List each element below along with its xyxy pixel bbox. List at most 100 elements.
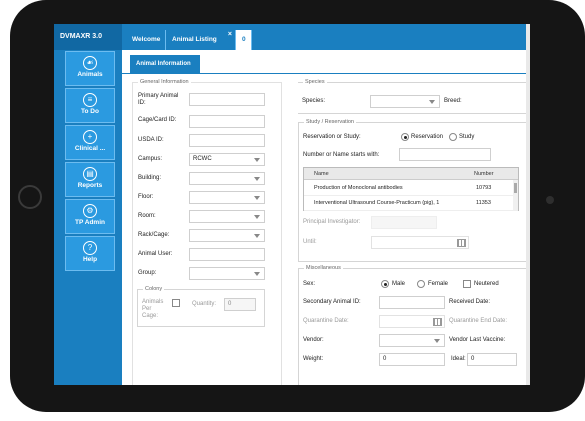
- sidebar-item-animals[interactable]: ☙ Animals: [65, 51, 115, 86]
- secondary-animal-id-input[interactable]: [379, 296, 445, 309]
- chevron-down-icon: [434, 339, 440, 343]
- report-icon: ▤: [83, 167, 97, 181]
- grid-cell-number: 10793: [476, 185, 492, 191]
- paw-icon: ☙: [83, 56, 97, 70]
- until-date-input[interactable]: [371, 236, 469, 249]
- study-radio[interactable]: [449, 133, 457, 141]
- chevron-down-icon: [254, 234, 260, 238]
- study-grid-header: Name Number: [304, 168, 518, 180]
- sidebar-item-tp-admin[interactable]: ⚙ TP Admin: [65, 199, 115, 234]
- vendor-select[interactable]: [379, 334, 445, 347]
- sidebar-item-label: Reports: [77, 182, 103, 189]
- animal-user-label: Animal User:: [138, 251, 173, 257]
- sidebar-item-label: Clinical ...: [74, 145, 106, 152]
- male-label: Male: [392, 281, 406, 287]
- chevron-down-icon: [254, 158, 260, 162]
- grid-scrollbar-thumb[interactable]: [514, 183, 517, 193]
- table-row[interactable]: Production of Monoclonal antibodies 1079…: [304, 181, 518, 196]
- animal-user-input[interactable]: [189, 248, 265, 261]
- species-fieldset: Species Species: Breed:: [298, 78, 526, 114]
- usda-id-label: USDA ID:: [138, 137, 164, 143]
- group-label: Group:: [138, 270, 157, 276]
- grid-cell-number: 11353: [476, 200, 491, 206]
- building-select[interactable]: [189, 172, 265, 185]
- rack-cage-label: Rack/Cage:: [138, 232, 170, 238]
- sidebar-item-to-do[interactable]: ≡ To Do: [65, 88, 115, 123]
- grid-scrollbar[interactable]: [513, 180, 518, 210]
- species-legend: Species: [303, 78, 327, 86]
- quantity-label: Quantity:: [192, 301, 217, 307]
- general-information-panel: General Information Primary Animal ID: C…: [132, 78, 282, 385]
- search-label: Number or Name starts with:: [303, 152, 380, 158]
- study-search-input[interactable]: [399, 148, 491, 161]
- secondary-animal-id-label: Secondary Animal ID:: [303, 299, 361, 305]
- camera-dot: [546, 196, 554, 204]
- sidebar-item-label: To Do: [81, 108, 99, 115]
- app-screen: DVMAXR 3.0 ☙ Animals ≡ To Do + Clinical …: [54, 24, 526, 385]
- colony-fieldset: Colony Animals Per Cage: Quantity: 0: [137, 285, 265, 327]
- usda-id-input[interactable]: [189, 134, 265, 147]
- rack-cage-select[interactable]: [189, 229, 265, 242]
- reservation-radio[interactable]: [401, 133, 409, 141]
- tab-animal-information[interactable]: Animal Information: [130, 55, 200, 75]
- quantity-input[interactable]: 0: [224, 298, 256, 311]
- until-label: Until:: [303, 239, 317, 245]
- tab-animal-listing[interactable]: Animal Listing ×: [166, 30, 236, 50]
- female-radio[interactable]: [417, 280, 425, 288]
- female-label: Female: [428, 281, 449, 287]
- tab-label: 0: [242, 36, 246, 43]
- weight-input[interactable]: 0: [379, 353, 445, 366]
- ideal-input[interactable]: 0: [467, 353, 517, 366]
- quarantine-date-input[interactable]: [379, 315, 445, 328]
- sidebar-item-label: Help: [82, 256, 98, 263]
- breed-label: Breed:: [444, 98, 462, 104]
- miscellaneous-fieldset: Miscellaneous Sex: Male Female Neutered …: [298, 264, 526, 385]
- campus-label: Campus:: [138, 156, 163, 162]
- floor-select[interactable]: [189, 191, 265, 204]
- sidebar-item-help[interactable]: ? Help: [65, 236, 115, 271]
- animals-per-cage-checkbox[interactable]: [172, 299, 180, 307]
- vendor-label: Vendor:: [303, 337, 324, 343]
- sidebar-item-label: TP Admin: [75, 219, 105, 226]
- sidebar-item-clinical[interactable]: + Clinical ...: [65, 125, 115, 160]
- general-information-legend: General Information: [138, 78, 191, 86]
- study-reservation-legend: Study / Reservation: [304, 118, 356, 126]
- sidebar-item-reports[interactable]: ▤ Reports: [65, 162, 115, 197]
- cage-card-id-label: Cage/Card ID:: [138, 117, 177, 123]
- neutered-checkbox[interactable]: [463, 280, 471, 288]
- chevron-down-icon: [254, 196, 260, 200]
- grid-cell-name: Interventional Ultrasound Course-Practic…: [314, 200, 440, 206]
- tab-label: Welcome: [132, 36, 161, 43]
- tab-welcome[interactable]: Welcome: [126, 30, 166, 50]
- species-select[interactable]: [370, 95, 440, 108]
- study-grid: Name Number Production of Monoclonal ant…: [303, 167, 519, 211]
- calendar-icon[interactable]: [433, 318, 442, 326]
- room-select[interactable]: [189, 210, 265, 223]
- campus-select[interactable]: RCWC: [189, 153, 265, 166]
- cage-card-id-input[interactable]: [189, 115, 265, 128]
- colony-legend: Colony: [143, 285, 165, 293]
- miscellaneous-legend: Miscellaneous: [304, 264, 343, 272]
- tab-bar: Welcome Animal Listing × 0: [122, 24, 526, 50]
- room-label: Room:: [138, 213, 156, 219]
- plus-icon: +: [83, 130, 97, 144]
- help-icon: ?: [83, 241, 97, 255]
- principal-investigator-field: [371, 216, 437, 229]
- grid-column-number: Number: [474, 171, 494, 177]
- home-button: [18, 185, 42, 209]
- ideal-label: Ideal:: [451, 356, 466, 362]
- principal-investigator-label: Principal Investigator:: [303, 219, 361, 225]
- campus-value: RCWC: [193, 156, 212, 162]
- chevron-down-icon: [254, 215, 260, 219]
- tab-record[interactable]: 0: [236, 30, 252, 50]
- subtab-bar: Animal Information: [122, 50, 526, 75]
- sidebar: DVMAXR 3.0 ☙ Animals ≡ To Do + Clinical …: [54, 24, 122, 385]
- chevron-down-icon: [254, 177, 260, 181]
- close-icon[interactable]: ×: [227, 31, 232, 38]
- calendar-icon[interactable]: [457, 239, 466, 247]
- male-radio[interactable]: [381, 280, 389, 288]
- table-row[interactable]: Interventional Ultrasound Course-Practic…: [304, 196, 518, 211]
- primary-animal-id-input[interactable]: [189, 93, 265, 106]
- right-panel: Species Species: Breed: Study / Reservat…: [298, 78, 526, 385]
- group-select[interactable]: [189, 267, 265, 280]
